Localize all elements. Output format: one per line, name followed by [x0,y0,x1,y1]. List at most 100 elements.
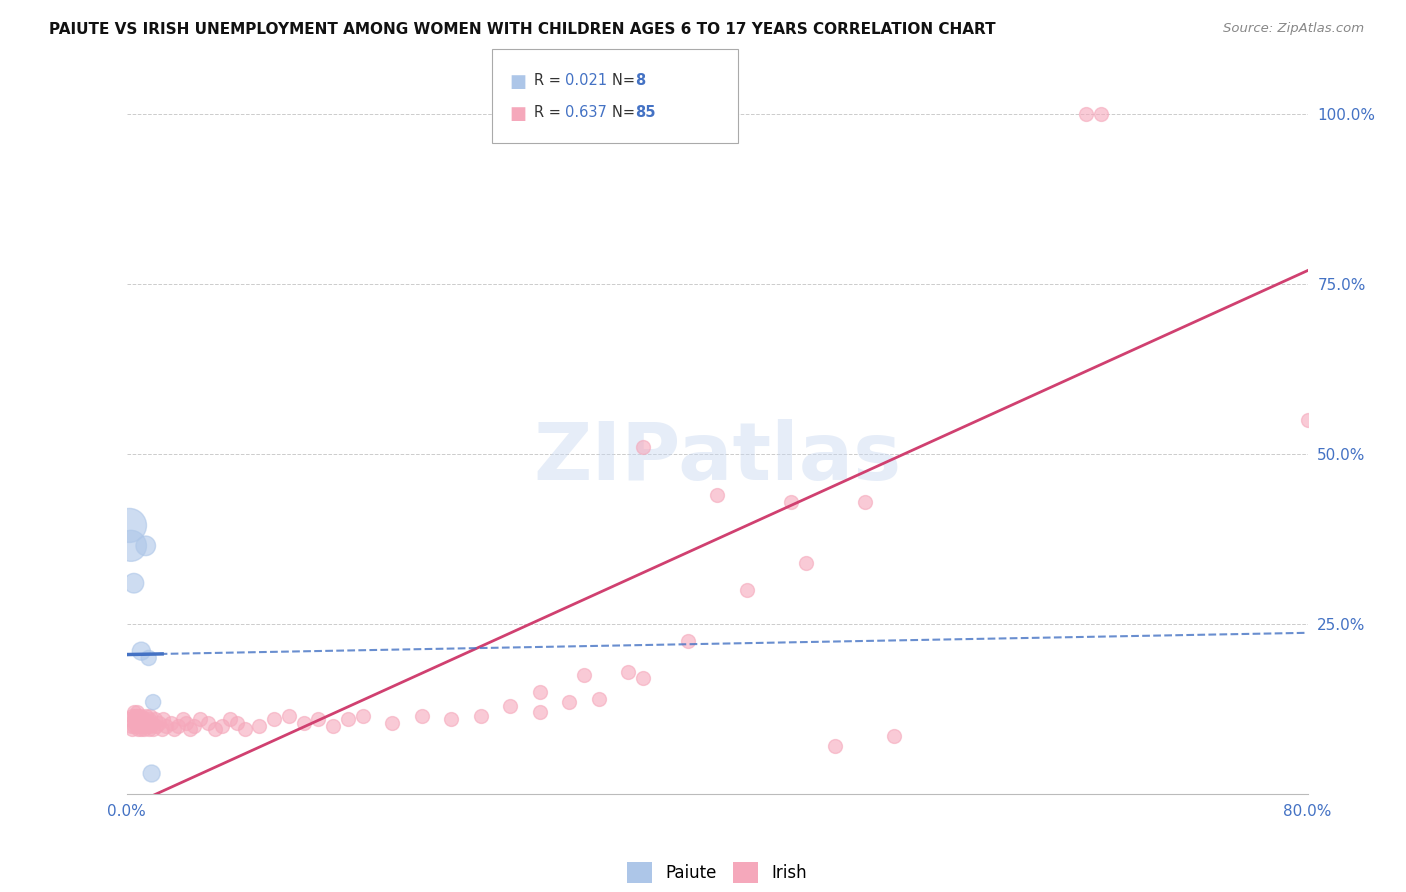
Point [352,708,374,723]
Text: N=: N= [612,105,640,120]
Point [155,719,177,733]
Text: 8: 8 [636,73,645,88]
Point [263,712,285,726]
Point [125,712,148,726]
Point [278,708,301,723]
Point [249,719,271,733]
Point [824,739,846,754]
Point [145,719,167,733]
Point [381,715,404,730]
Point [529,706,551,720]
Point [141,766,163,780]
Point [132,719,155,733]
Point [204,723,226,737]
Point [172,712,194,726]
Point [124,708,146,723]
Point [129,708,153,723]
Point [633,440,655,454]
Point [135,708,157,723]
Text: R =: R = [534,73,565,88]
Point [780,494,803,508]
Point [1076,107,1098,121]
Point [633,671,655,685]
Point [122,712,145,726]
Point [163,723,186,737]
Legend: Paiute, Irish: Paiute, Irish [620,855,814,889]
Point [135,719,157,733]
Point [118,712,141,726]
Point [440,712,463,726]
Point [1090,107,1112,121]
Point [558,695,581,709]
Point [188,712,212,726]
Point [135,539,157,553]
Point [138,723,160,737]
Point [134,723,156,737]
Point [129,715,153,730]
Point [139,708,162,723]
Point [233,723,256,737]
Point [706,488,728,502]
Point [211,719,233,733]
Point [152,712,174,726]
Point [136,715,159,730]
Point [132,712,155,726]
Point [853,494,876,508]
Point [120,539,142,553]
Text: ■: ■ [509,105,526,123]
Point [127,708,149,723]
Point [124,715,146,730]
Point [226,715,249,730]
Point [122,719,145,733]
Text: ZIPatlas: ZIPatlas [533,419,901,498]
Text: PAIUTE VS IRISH UNEMPLOYMENT AMONG WOMEN WITH CHILDREN AGES 6 TO 17 YEARS CORREL: PAIUTE VS IRISH UNEMPLOYMENT AMONG WOMEN… [49,22,995,37]
Point [128,712,150,726]
Point [138,712,160,726]
Point [125,719,148,733]
Point [142,695,165,709]
Point [470,708,492,723]
Point [183,719,205,733]
Point [121,723,143,737]
Point [143,712,166,726]
Point [794,556,817,570]
Point [588,691,610,706]
Point [142,723,165,737]
Point [499,698,522,713]
Point [125,706,148,720]
Point [129,644,153,658]
Point [120,719,142,733]
Point [118,518,141,533]
Point [160,715,183,730]
Point [219,712,242,726]
Point [129,723,153,737]
Text: N=: N= [612,73,640,88]
Point [148,715,170,730]
Text: ■: ■ [509,73,526,91]
Point [322,719,344,733]
Point [337,712,360,726]
Point [308,712,330,726]
Point [292,715,315,730]
Point [134,712,156,726]
Point [529,685,551,699]
Point [127,715,149,730]
Point [139,719,162,733]
Point [735,582,758,597]
Point [122,706,145,720]
Text: 0.021: 0.021 [565,73,607,88]
Point [138,651,160,665]
Point [121,708,143,723]
Point [617,665,640,679]
Point [179,723,201,737]
Point [411,708,433,723]
Point [883,729,905,743]
Point [574,668,596,682]
Point [141,715,163,730]
Text: 0.637: 0.637 [565,105,607,120]
Point [1296,413,1319,427]
Text: R =: R = [534,105,565,120]
Text: Source: ZipAtlas.com: Source: ZipAtlas.com [1223,22,1364,36]
Point [676,634,699,648]
Point [128,719,150,733]
